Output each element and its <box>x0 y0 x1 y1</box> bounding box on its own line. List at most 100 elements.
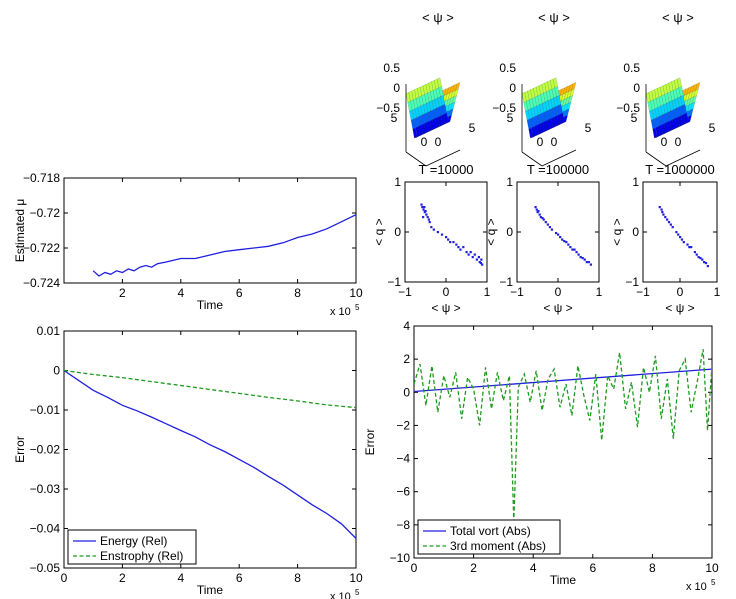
x-multiplier-exp: 5 <box>355 588 360 597</box>
scatter-point <box>682 241 685 244</box>
y-tick-label: 1 <box>632 175 639 189</box>
y-tick-label: 5 <box>631 111 638 125</box>
scatter-point <box>546 223 549 226</box>
scatter-point <box>677 233 680 236</box>
scatter-point <box>465 251 468 254</box>
x-tick-label: 10 <box>705 561 719 575</box>
scatter-point <box>423 206 426 209</box>
x-tick-label: 10 <box>349 571 363 585</box>
scatter-point <box>425 213 428 216</box>
scatter-point <box>579 256 582 259</box>
y-tick-label: 4 <box>403 319 410 333</box>
scatter-point <box>664 216 667 219</box>
plot-area <box>642 181 718 283</box>
scatter-point <box>445 236 448 239</box>
scatter-point <box>571 248 574 251</box>
scatter-point <box>447 238 450 241</box>
legend-label: 3rd moment (Abs) <box>450 539 546 553</box>
y-tick-label: −0.04 <box>30 522 61 536</box>
scatter-point <box>462 246 465 249</box>
plot-area <box>516 181 600 283</box>
x-multiplier-exp: 5 <box>711 578 716 587</box>
scatter-point <box>548 226 551 229</box>
y-tick-label: −0.72 <box>30 206 61 220</box>
scatter-point <box>459 248 462 251</box>
scatter-point <box>535 208 538 211</box>
x-tick-label: 8 <box>294 286 301 300</box>
z-tick-label: 0 <box>393 81 400 95</box>
x-multiplier: x 10 <box>330 306 351 318</box>
scatter-point <box>539 216 542 219</box>
scatter-point <box>581 257 584 260</box>
scatter-point <box>575 251 578 254</box>
scatter-point <box>481 263 484 266</box>
y-tick-label: 0 <box>53 364 60 378</box>
x-multiplier-exp: 5 <box>355 303 360 312</box>
scatter-point <box>679 236 682 239</box>
scatter-point <box>426 216 429 219</box>
scatter-point <box>422 208 425 211</box>
scatter-point <box>430 226 433 229</box>
x-axis-label: Time <box>197 583 224 597</box>
surface-patch <box>571 82 577 91</box>
chart-title: T =100000 <box>527 162 589 177</box>
y-axis <box>405 151 427 167</box>
scatter-point <box>428 221 431 224</box>
x-tick-label: 1 <box>714 285 721 299</box>
y-tick-label: −0.03 <box>30 482 61 496</box>
scatter-point <box>675 231 678 234</box>
chart-mu: 2 4 6 8 10 −0.724 −0.722 −0.72 −0.718 Time Estimat… <box>13 171 363 318</box>
scatter-point <box>697 256 700 259</box>
y-axis-label: < q > <box>484 218 498 245</box>
scatter-point <box>661 211 664 214</box>
y-tick-label: 5 <box>507 111 514 125</box>
x-tick-label: 2 <box>470 561 477 575</box>
chart-surf-2: < ψ >0.50−0.550 05 <box>492 10 592 167</box>
legend-box <box>417 519 561 555</box>
y-tick-label: −0.724 <box>23 276 60 290</box>
x-tick-label: 6 <box>236 571 243 585</box>
scatter-point <box>557 233 560 236</box>
x-tick-label: 5 <box>469 121 476 135</box>
legend-box <box>67 529 197 565</box>
series-line-1 <box>414 349 712 522</box>
scatter-point <box>432 228 435 231</box>
chart-title: < ψ > <box>422 10 454 25</box>
y-tick-label: 0 <box>506 225 513 239</box>
scatter-point <box>573 248 576 251</box>
scatter-point <box>569 246 572 249</box>
plot-area <box>63 177 357 284</box>
scatter-point <box>452 241 455 244</box>
x-axis-label: < ψ > <box>543 301 572 315</box>
x-tick-label: 0 <box>443 285 450 299</box>
scatter-point <box>449 241 452 244</box>
y-tick-label: 2 <box>403 352 410 366</box>
x-tick-label: 1 <box>484 285 491 299</box>
y-axis <box>521 151 543 167</box>
scatter-point <box>469 251 472 254</box>
legend: Energy (Rel)Enstrophy (Rel) <box>67 529 197 565</box>
scatter-point <box>421 206 424 209</box>
scatter-point <box>680 238 684 241</box>
y-tick-label: 5 <box>391 111 398 125</box>
scatter-point <box>542 218 545 221</box>
scatter-point <box>427 218 430 221</box>
x-tick-label: 0 <box>61 571 68 585</box>
scatter-point <box>565 241 568 244</box>
scatter-point <box>666 218 669 221</box>
scatter-point <box>420 203 423 206</box>
chart-scatter-1: −1 0 1 −1 0 1 < ψ > < q > T =10000 <box>372 162 491 315</box>
chart-scatter-2: −1 0 1 −1 0 1 < ψ > < q > T =100000 <box>484 162 603 315</box>
scatter-point <box>660 208 663 211</box>
series-line-0 <box>64 369 356 539</box>
y-tick-label: −2 <box>396 418 410 432</box>
scatter-point <box>662 213 665 216</box>
z-tick-label: 0.5 <box>499 61 516 75</box>
scatter-point <box>671 226 674 229</box>
z-tick-label: 0.5 <box>383 61 400 75</box>
series-line-0 <box>414 368 712 393</box>
x-tick-label: 5 <box>585 121 592 135</box>
scatter-point <box>686 243 689 246</box>
scatter-point <box>706 265 709 268</box>
